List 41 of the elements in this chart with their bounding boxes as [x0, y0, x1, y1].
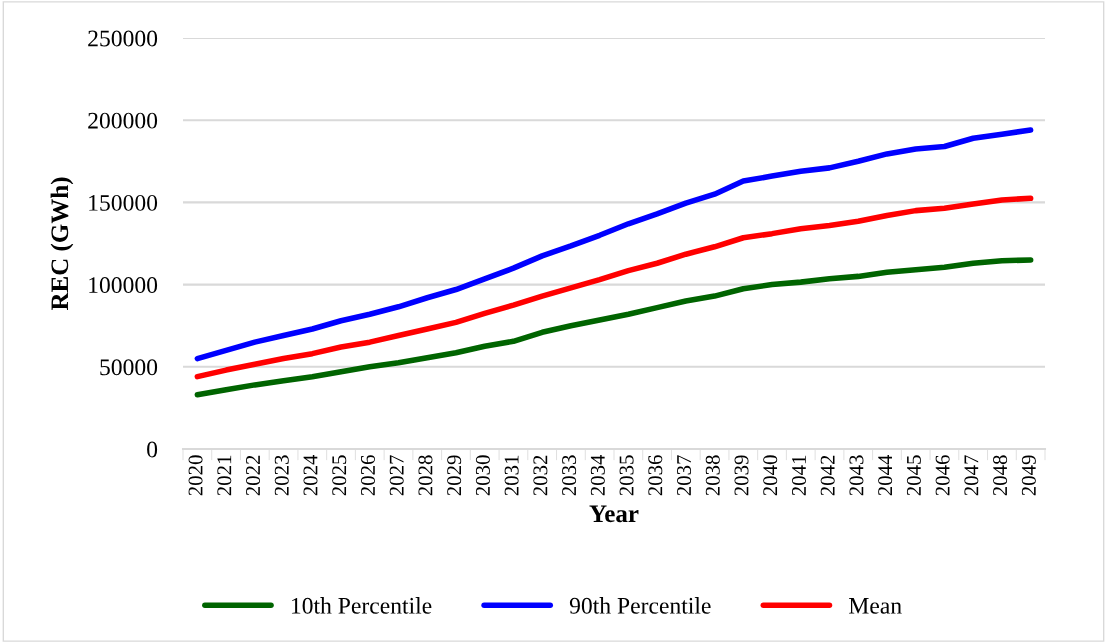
x-tick-label: 2038 — [705, 455, 720, 496]
x-tick-label: 2023 — [274, 455, 289, 496]
y-tick-label: 50000 — [100, 359, 158, 376]
x-tick-label: 2027 — [389, 455, 404, 496]
x-tick-label: 2035 — [619, 455, 634, 496]
x-tick-label: 2041 — [791, 455, 806, 496]
legend-label: 90th Percentile — [569, 597, 711, 614]
x-tick-label: 2046 — [935, 455, 950, 496]
x-tick-label: 2047 — [964, 455, 979, 496]
x-tick-label: 2037 — [676, 455, 692, 496]
x-tick-label: 2044 — [878, 454, 893, 496]
x-tick-label: 2031 — [504, 455, 519, 496]
x-tick-label: 2039 — [734, 455, 749, 496]
x-tick-label: 2029 — [447, 455, 462, 496]
x-tick-label: 2030 — [475, 455, 490, 496]
x-tick-label: 2048 — [993, 455, 1008, 496]
x-tick-label: 2020 — [188, 455, 203, 496]
x-axis-title: Year — [589, 505, 639, 523]
legend-label: Mean — [849, 598, 902, 614]
x-tick-label: 2021 — [217, 455, 232, 496]
legend-label: 10th Percentile — [291, 597, 432, 614]
y-tick-label: 200000 — [88, 112, 158, 129]
x-tick-label: 2028 — [418, 455, 433, 496]
x-tick-label: 2045 — [906, 455, 921, 496]
x-tick-label: 2049 — [1021, 455, 1036, 496]
y-tick-label: 100000 — [89, 277, 158, 294]
y-tick-label: 150000 — [89, 194, 158, 211]
x-tick-label: 2032 — [533, 455, 548, 496]
x-tick-label: 2022 — [245, 455, 261, 496]
x-tick-label: 2033 — [562, 455, 577, 496]
x-tick-label: 2036 — [648, 455, 663, 496]
x-tick-label: 2034 — [590, 454, 605, 496]
y-axis-title: REC (GWh) — [50, 177, 74, 311]
x-tick-label: 2024 — [303, 454, 318, 496]
x-tick-label: 2026 — [360, 455, 375, 496]
x-tick-label: 2042 — [820, 455, 835, 496]
x-tick-label: 2043 — [849, 455, 864, 496]
y-tick-label: 250000 — [88, 30, 158, 47]
x-tick-label: 2040 — [763, 455, 778, 496]
x-tick-label: 2025 — [332, 455, 347, 496]
y-tick-label: 0 — [147, 441, 158, 458]
